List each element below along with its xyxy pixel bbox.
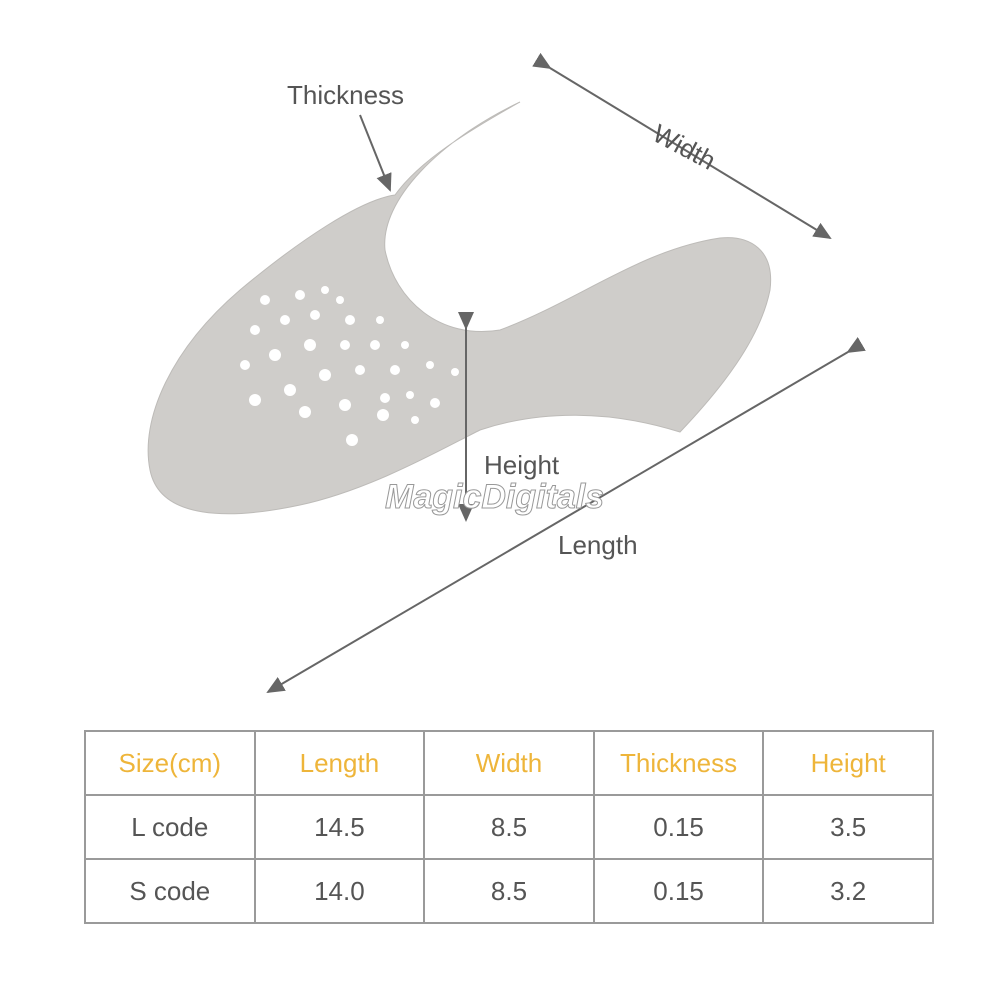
header-cell: Thickness	[592, 730, 765, 796]
length-arrow	[266, 337, 866, 694]
table-cell: 0.15	[592, 794, 765, 860]
table-cell: 8.5	[423, 858, 595, 924]
width-arrow	[532, 52, 832, 240]
header-cell: Width	[423, 730, 595, 796]
table-row: S code 14.0 8.5 0.15 3.2	[84, 858, 934, 924]
table-header-row: Size(cm) Length Width Thickness Height	[84, 730, 934, 796]
size-table: Size(cm) Length Width Thickness Height L…	[84, 730, 934, 924]
table-cell: 3.2	[762, 858, 934, 924]
header-cell: Height	[762, 730, 934, 796]
table-cell: 14.5	[253, 794, 426, 860]
table-cell: 0.15	[592, 858, 765, 924]
thickness-label: Thickness	[287, 80, 405, 110]
table-cell: 3.5	[762, 794, 934, 860]
product-illustration	[147, 52, 866, 694]
table-cell: S code	[84, 858, 256, 924]
table-cell: 14.0	[253, 858, 426, 924]
table-row: L code 14.5 8.5 0.15 3.5	[84, 794, 934, 860]
length-label: Length	[558, 530, 638, 560]
height-label: Height	[484, 450, 560, 480]
thickness-pointer	[359, 114, 392, 192]
header-cell: Size(cm)	[84, 730, 256, 796]
table-cell: 8.5	[423, 794, 595, 860]
header-cell: Length	[253, 730, 426, 796]
watermark: MagicDigitals	[384, 478, 605, 517]
table-cell: L code	[84, 794, 256, 860]
